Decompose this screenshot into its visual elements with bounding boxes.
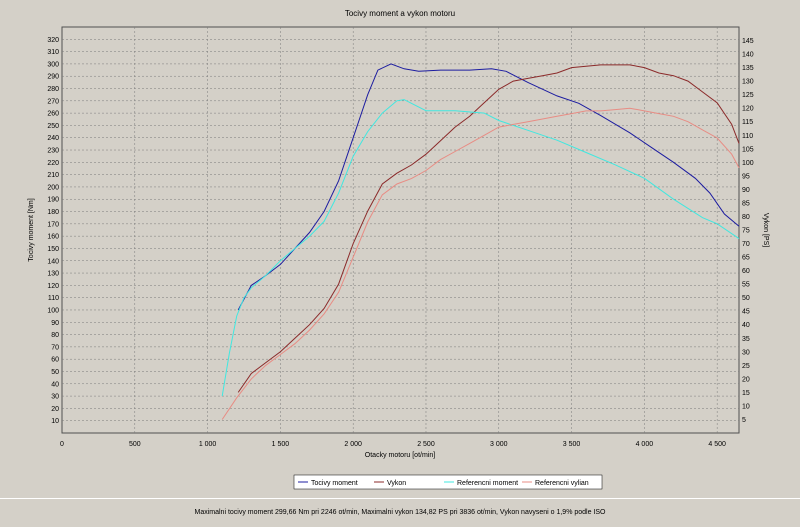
- y2-tick-label: 85: [742, 200, 750, 207]
- y-tick-label: 80: [51, 332, 59, 339]
- y2-tick-label: 100: [742, 160, 754, 167]
- summary-footer: Maximalni tocivy moment 299,66 Nm pri 22…: [0, 498, 800, 526]
- x-tick-label: 500: [129, 441, 141, 448]
- x-axis-label: Otacky motoru [ot/min]: [365, 452, 435, 459]
- legend-item-ref-torque: Referencni moment: [457, 480, 518, 487]
- chart: 1020304050607080901001101201301401501601…: [28, 9, 769, 490]
- y-tick-label: 180: [47, 209, 59, 216]
- y2-tick-label: 25: [742, 363, 750, 370]
- y-tick-label: 100: [47, 307, 59, 314]
- x-tick-label: 4 500: [708, 441, 726, 448]
- y2-tick-label: 140: [742, 52, 754, 59]
- y2-tick-label: 120: [742, 106, 754, 113]
- x-tick-label: 3 000: [490, 441, 508, 448]
- y-tick-label: 70: [51, 344, 59, 351]
- y2-tick-label: 75: [742, 228, 750, 235]
- y2-tick-label: 110: [742, 133, 753, 140]
- y2-tick-label: 115: [742, 119, 753, 126]
- series-line-ref-torque: [221, 99, 740, 397]
- y-tick-label: 170: [47, 221, 59, 228]
- y-axis-label: Tocivy moment [Nm]: [28, 198, 35, 261]
- y2-tick-label: 55: [742, 282, 750, 289]
- x-tick-label: 3 500: [563, 441, 581, 448]
- y-tick-label: 140: [47, 258, 59, 265]
- y2-tick-label: 90: [742, 187, 750, 194]
- y-tick-label: 280: [47, 86, 59, 93]
- y2-tick-label: 135: [742, 65, 754, 72]
- y2-tick-label: 50: [742, 295, 750, 302]
- x-tick-label: 4 000: [636, 441, 654, 448]
- legend-item-ref-power: Referencni vylian: [535, 480, 589, 487]
- y-tick-label: 90: [51, 320, 59, 327]
- y2-tick-label: 105: [742, 146, 754, 153]
- y2-tick-label: 10: [742, 403, 750, 410]
- legend-item-torque: Tocivy moment: [311, 480, 358, 487]
- y-tick-label: 240: [47, 135, 59, 142]
- y-tick-label: 50: [51, 369, 59, 376]
- y-tick-label: 210: [47, 172, 59, 179]
- y-tick-label: 270: [47, 98, 59, 105]
- series-lines: [221, 63, 740, 420]
- y-tick-label: 20: [51, 406, 59, 413]
- series-line-torque: [237, 63, 740, 311]
- y-tick-label: 120: [47, 283, 59, 290]
- y-tick-label: 60: [51, 357, 59, 364]
- x-tick-label: 0: [60, 441, 64, 448]
- y-tick-label: 130: [47, 271, 59, 278]
- y2-tick-label: 35: [742, 336, 750, 343]
- y-tick-label: 220: [47, 160, 59, 167]
- y2-tick-label: 65: [742, 255, 750, 262]
- y-tick-label: 250: [47, 123, 59, 130]
- y2-tick-label: 40: [742, 322, 750, 329]
- y-tick-label: 160: [47, 234, 59, 241]
- y2-tick-label: 20: [742, 376, 750, 383]
- y-tick-label: 320: [47, 37, 59, 44]
- chart-title: Tocivy moment a vykon motoru: [345, 9, 455, 18]
- y-tick-label: 150: [47, 246, 59, 253]
- y-tick-label: 110: [48, 295, 59, 302]
- y2-tick-label: 60: [742, 268, 750, 275]
- y2-tick-label: 70: [742, 241, 750, 248]
- x-tick-label: 2 000: [344, 441, 362, 448]
- y2-axis-label: Vykon [PS]: [762, 213, 769, 247]
- x-tick-label: 1 000: [199, 441, 217, 448]
- x-tick-label: 2 500: [417, 441, 435, 448]
- grid-lines: [62, 27, 739, 433]
- series-line-power: [237, 64, 740, 393]
- y-tick-label: 40: [51, 381, 59, 388]
- y2-tick-label: 145: [742, 38, 754, 45]
- y-tick-label: 260: [47, 111, 59, 118]
- y-tick-label: 290: [47, 74, 59, 81]
- y-tick-label: 10: [51, 418, 59, 425]
- y2-tick-label: 45: [742, 309, 750, 316]
- y2-tick-label: 30: [742, 349, 750, 356]
- y2-tick-label: 15: [742, 390, 750, 397]
- y2-tick-label: 130: [742, 79, 754, 86]
- y-tick-label: 190: [47, 197, 59, 204]
- x-tick-label: 1 500: [272, 441, 290, 448]
- tick-labels: 1020304050607080901001101201301401501601…: [47, 37, 753, 448]
- y-tick-label: 30: [51, 394, 59, 401]
- y-tick-label: 310: [47, 49, 59, 56]
- y2-tick-label: 5: [742, 417, 746, 424]
- legend-item-power: Vykon: [387, 480, 406, 487]
- plot-area: [61, 26, 740, 434]
- legend: Tocivy moment Vykon Referencni moment Re…: [293, 474, 603, 490]
- y2-tick-label: 125: [742, 92, 754, 99]
- series-line-ref-power: [221, 107, 740, 420]
- y-tick-label: 300: [47, 61, 59, 68]
- y-tick-label: 200: [47, 184, 59, 191]
- y2-tick-label: 80: [742, 214, 750, 221]
- y2-tick-label: 95: [742, 173, 750, 180]
- y-tick-label: 230: [47, 148, 59, 155]
